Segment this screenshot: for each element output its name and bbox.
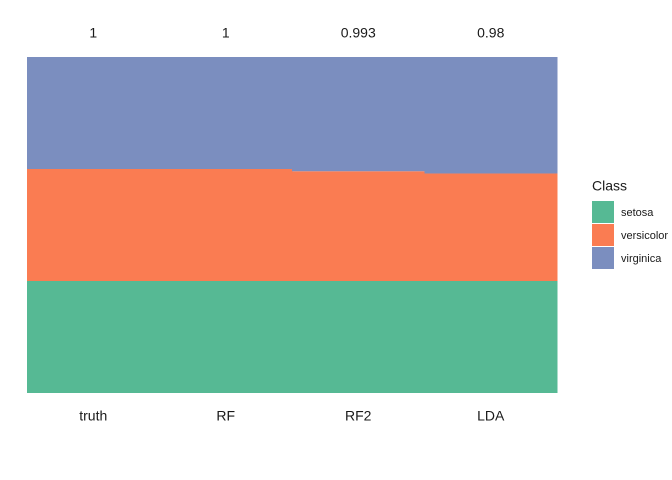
- x-tick-label: LDA: [477, 408, 505, 424]
- bar-segment: [424, 281, 558, 393]
- x-tick-label: truth: [79, 408, 107, 424]
- bar-segment: [27, 169, 160, 281]
- bar-segment: [159, 57, 293, 169]
- accuracy-label: 1: [89, 25, 97, 41]
- legend-label: virginica: [621, 253, 662, 265]
- legend-swatch: [592, 201, 614, 223]
- bar-segment: [424, 57, 558, 174]
- bar-segment: [27, 281, 160, 393]
- legend-label: setosa: [621, 207, 654, 219]
- bar-segment: [292, 57, 425, 172]
- legend-swatch: [592, 224, 614, 246]
- accuracy-label: 1: [222, 25, 230, 41]
- accuracy-label: 0.98: [477, 25, 504, 41]
- bar-segment: [424, 173, 558, 281]
- legend-swatch: [592, 247, 614, 269]
- x-tick-label: RF: [216, 408, 235, 424]
- legend-label: versicolor: [621, 230, 668, 242]
- bar-segment: [159, 281, 293, 393]
- bar-segment: [27, 57, 160, 169]
- bar-segment: [292, 281, 425, 393]
- bar-segment: [159, 169, 293, 281]
- accuracy-label: 0.993: [341, 25, 376, 41]
- legend-title: Class: [592, 178, 627, 194]
- bar-segment: [292, 171, 425, 281]
- x-tick-label: RF2: [345, 408, 372, 424]
